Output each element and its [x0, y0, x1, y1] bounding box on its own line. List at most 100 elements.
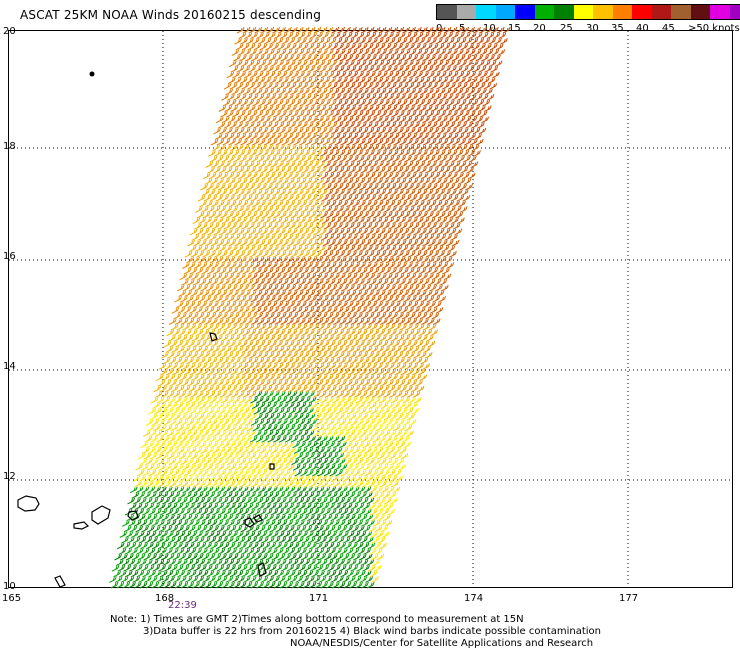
wind-barb [235, 43, 244, 51]
wind-barb [318, 82, 326, 90]
wind-barb [375, 77, 384, 84]
wind-barb [381, 38, 390, 45]
wind-barb [196, 211, 205, 219]
wind-barb [377, 82, 385, 90]
wind-barb [238, 94, 247, 101]
wind-barb [435, 60, 444, 68]
wind-barb [450, 49, 458, 56]
wind-barb [319, 88, 328, 96]
wind-barb [436, 82, 444, 90]
wind-barb [168, 335, 176, 342]
wind-barb [378, 26, 387, 34]
wind-barb [475, 54, 484, 62]
wind-barb [287, 60, 296, 68]
wind-barb [123, 525, 132, 533]
wind-barb [195, 206, 203, 213]
wind-barb [325, 66, 333, 73]
wind-barb [363, 77, 372, 84]
wind-barb [215, 116, 224, 124]
wind-barb [281, 77, 289, 84]
wind-barb [303, 32, 312, 40]
wind-barb [119, 531, 128, 538]
wind-barb [170, 323, 179, 331]
wind-barb [289, 26, 298, 34]
wind-barb [327, 32, 335, 40]
wind-barb [439, 32, 448, 40]
wind-barb [381, 77, 390, 84]
wind-barb [262, 32, 270, 40]
wind-barb [263, 77, 272, 84]
wind-barb [379, 71, 388, 79]
wind-barb [258, 60, 267, 68]
wind-barb [268, 94, 277, 101]
wind-barb [122, 520, 130, 527]
wind-barb [407, 43, 415, 51]
wind-barb [362, 71, 370, 79]
wind-barb [254, 88, 263, 96]
wind-barb [329, 82, 338, 90]
wind-barb [149, 413, 158, 421]
wind-barb [148, 408, 156, 415]
wind-barb [345, 54, 354, 62]
wind-barb [476, 60, 485, 68]
wind-barb [443, 66, 451, 73]
wind-barb [451, 94, 459, 101]
island-outline [269, 463, 275, 470]
wind-barb [278, 26, 286, 34]
wind-barb [395, 66, 404, 73]
wind-barb [232, 94, 241, 101]
wind-barb [312, 82, 320, 90]
legend-swatch [690, 5, 710, 19]
wind-barb [427, 32, 436, 40]
wind-barb [452, 77, 460, 84]
legend-label: 15 [508, 23, 521, 34]
wind-barb [416, 54, 424, 62]
wind-barb [456, 71, 465, 79]
wind-barb [308, 49, 317, 56]
wind-barb [252, 60, 261, 68]
wind-barb [245, 38, 254, 45]
wind-barb [267, 32, 276, 40]
wind-barb [328, 38, 337, 45]
wind-barb [225, 88, 234, 96]
wind-barb [315, 32, 323, 40]
wind-barb [129, 486, 138, 494]
wind-barb [299, 60, 308, 68]
wind-barb [271, 43, 279, 51]
lat-label-10: 10 [3, 581, 16, 592]
wind-barb [333, 54, 342, 62]
wind-barb [331, 49, 340, 56]
wind-barb [343, 49, 352, 56]
wind-barb [341, 60, 349, 68]
wind-barb [256, 94, 265, 101]
wind-barb [348, 43, 356, 51]
map-plot-area [8, 30, 733, 588]
wind-barb [444, 71, 453, 79]
wind-barb [237, 88, 245, 96]
wind-barb [394, 60, 402, 68]
wind-barb [342, 43, 350, 51]
wind-barb [179, 273, 188, 281]
wind-barb [183, 267, 192, 275]
wind-barb [415, 71, 423, 79]
legend-label: >50 knots [688, 23, 740, 34]
wind-barb [489, 43, 498, 51]
wind-barb [110, 581, 119, 589]
wind-barb [360, 26, 369, 34]
wind-barb [307, 66, 316, 73]
wind-barb [350, 71, 359, 79]
wind-barb [242, 26, 251, 34]
wind-barb [417, 60, 426, 68]
wind-barb [233, 54, 241, 62]
wind-barb [111, 565, 120, 572]
wind-barb [493, 54, 501, 62]
wind-barb [372, 88, 381, 96]
wind-barb [437, 26, 446, 34]
wind-barb [385, 49, 393, 56]
wind-barb [223, 82, 232, 90]
wind-barb [475, 77, 484, 84]
wind-speed-legend: 0 5 10 15 20 25 30 35 40 45 >50 knots [436, 4, 740, 37]
wind-barb [434, 77, 443, 84]
wind-barb [256, 32, 264, 40]
wind-barb [463, 54, 472, 62]
